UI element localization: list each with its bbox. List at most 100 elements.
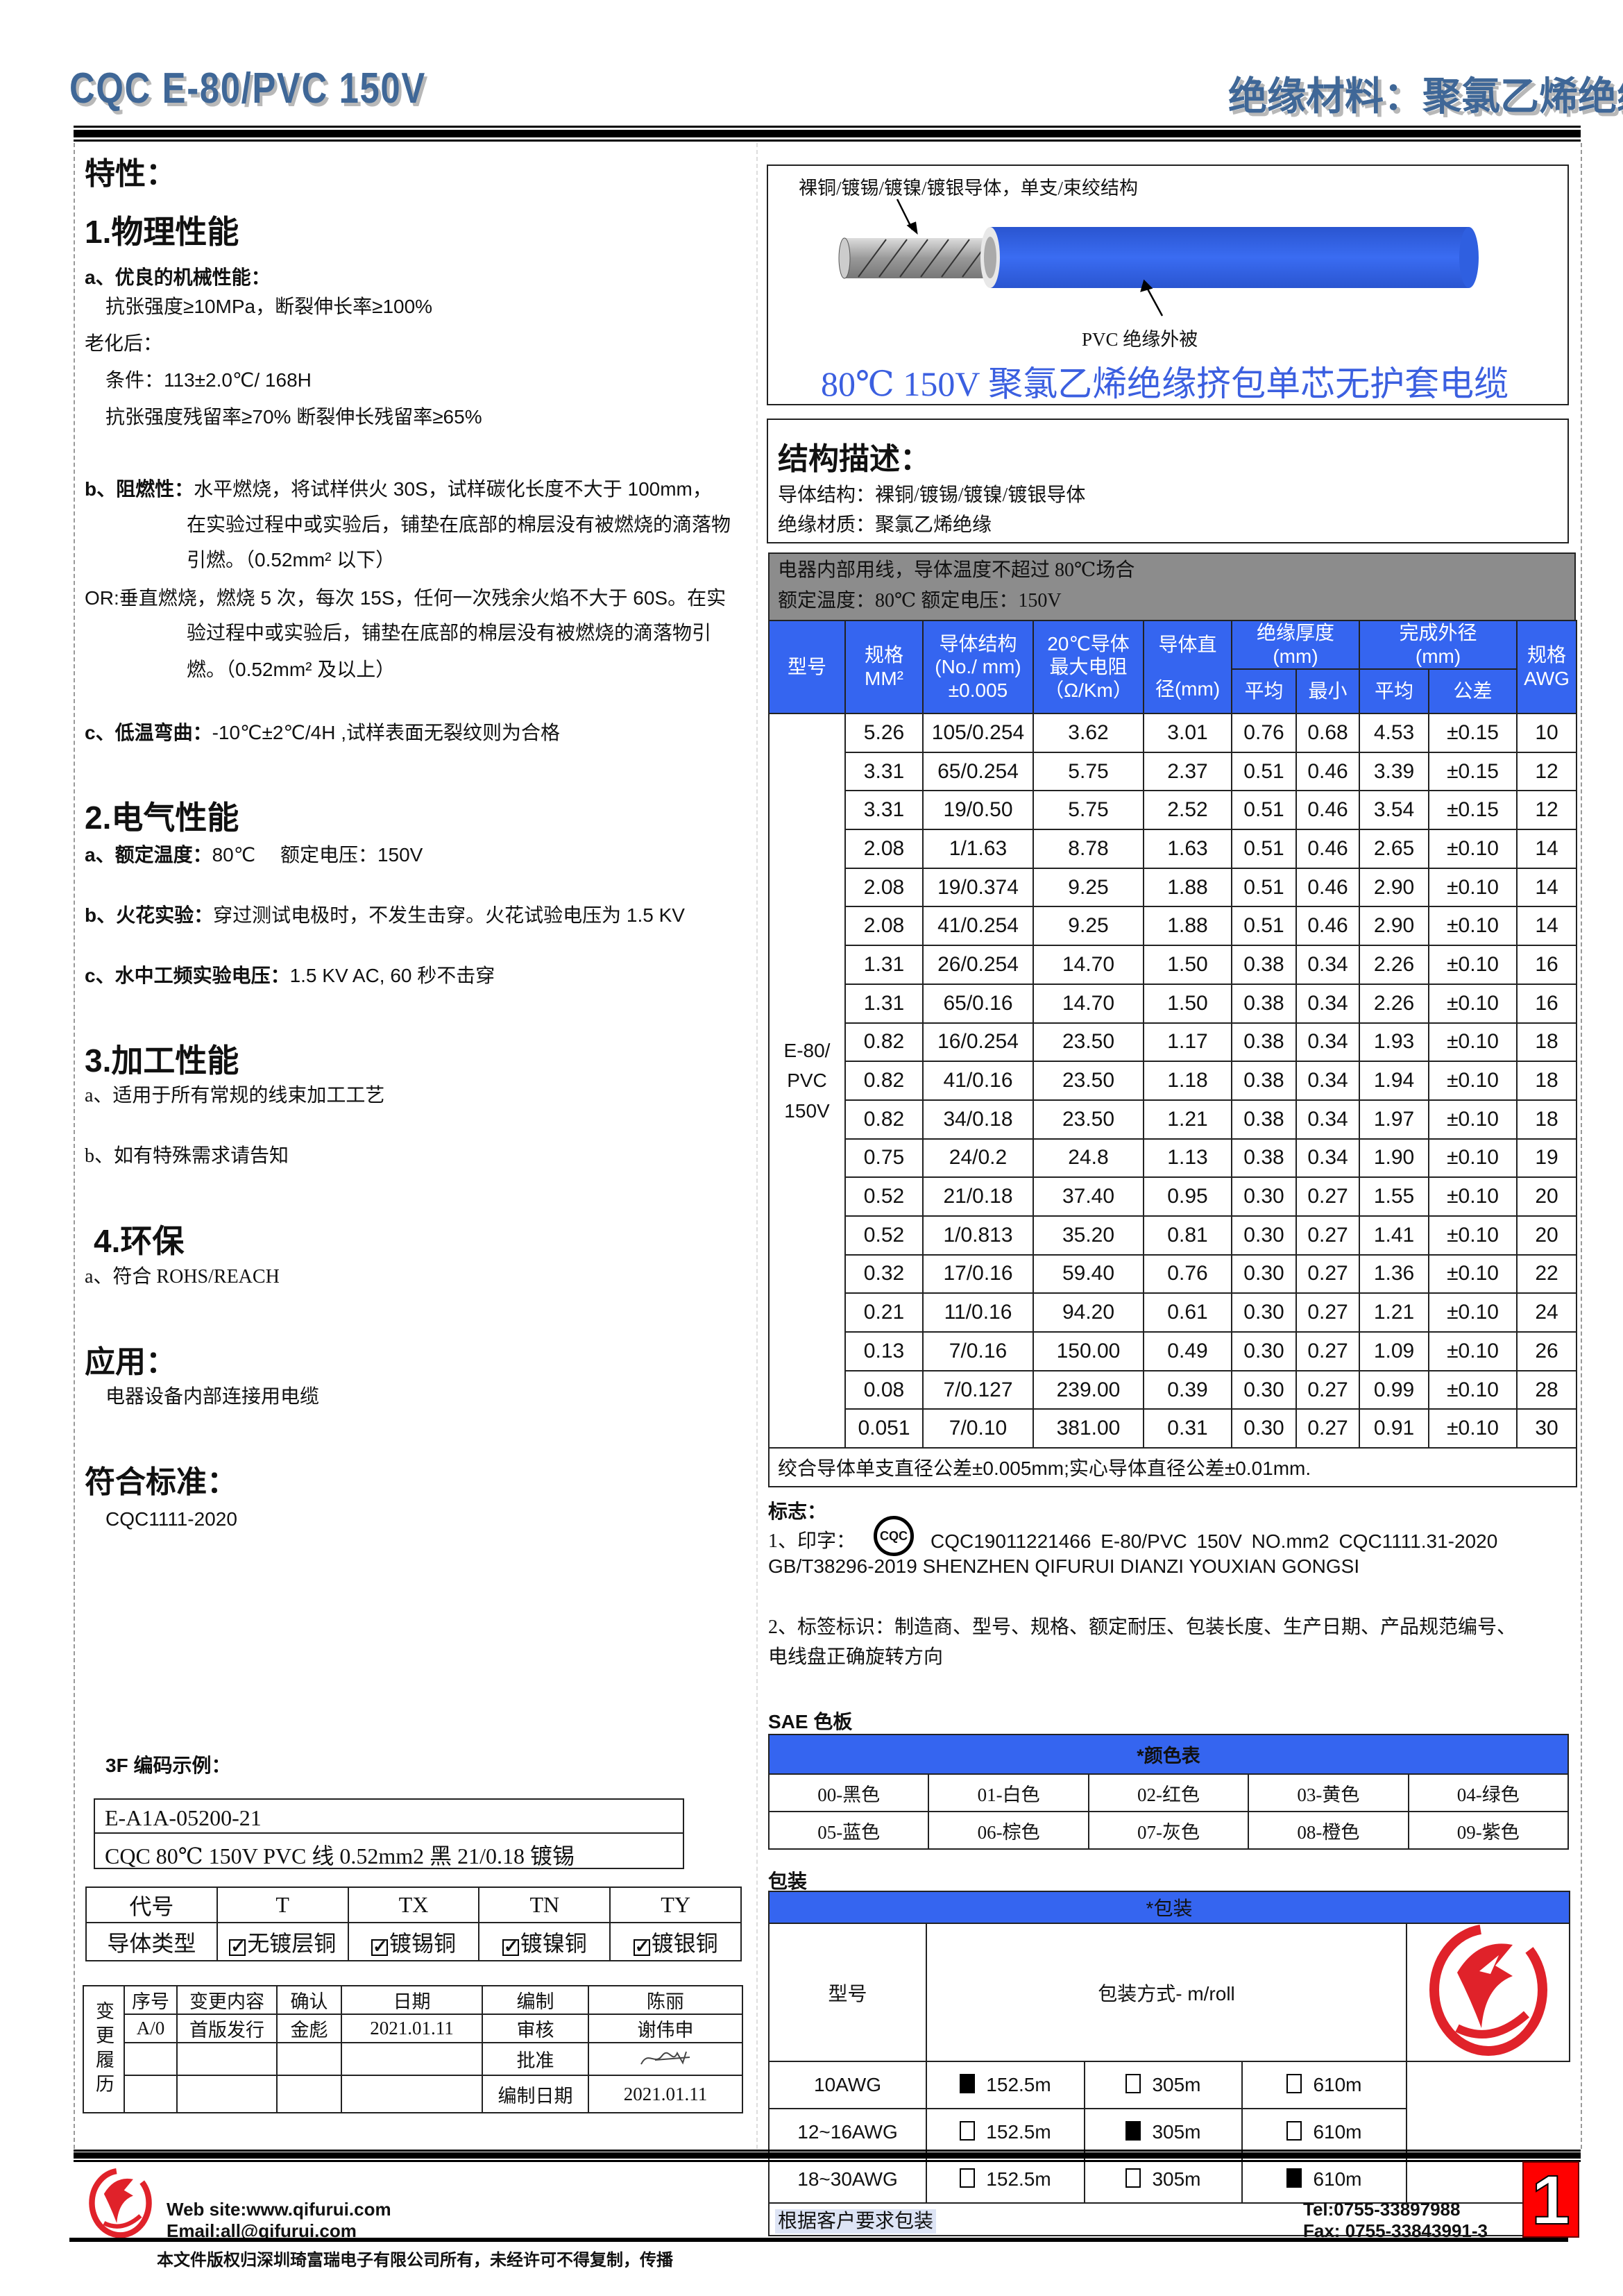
cell-insulation-avg: 0.38 bbox=[1231, 1061, 1297, 1101]
aging-condition: 条件：113±2.0℃/ 168H bbox=[105, 369, 312, 391]
cell-insulation-min: 0.34 bbox=[1295, 983, 1361, 1024]
application-heading: 应用： bbox=[85, 1345, 176, 1379]
insulation-label: PVC 绝缘外被 bbox=[1082, 329, 1198, 350]
cell-outer-tol: ±0.10 bbox=[1428, 1292, 1518, 1333]
cell-diameter: 3.01 bbox=[1143, 713, 1232, 753]
packaging-option: 152.5m bbox=[926, 2061, 1085, 2109]
packaging-model-label: 型号 bbox=[768, 1923, 927, 2062]
packaging-note: 根据客户要求包装 bbox=[775, 2209, 937, 2234]
insulation-material-title: 绝缘材料：聚氯乙烯绝缘 bbox=[1228, 74, 1623, 118]
water-voltage-text: 1.5 KV AC, 60 秒不击穿 bbox=[289, 965, 495, 986]
physical-heading: 1.物理性能 bbox=[85, 214, 239, 250]
structure-insulation: 绝缘材质：聚氯乙烯绝缘 bbox=[778, 514, 992, 536]
packaging-length: 152.5m bbox=[986, 2121, 1051, 2143]
retention-text: 抗张强度残留率≥70% 断裂伸长残留率≥65% bbox=[105, 406, 482, 428]
cell-outer-avg: 0.99 bbox=[1359, 1369, 1430, 1410]
cell-outer-avg: 1.94 bbox=[1359, 1061, 1430, 1101]
checkbox-empty-icon bbox=[1125, 2168, 1141, 2188]
checkbox-empty-icon bbox=[1125, 2074, 1141, 2093]
cell-awg: 12 bbox=[1516, 751, 1578, 792]
packaging-row: 12~16AWG 152.5m 305m 610m bbox=[768, 2108, 1570, 2156]
model-cell: E-80/ PVC 150V bbox=[768, 712, 846, 1449]
footer-website[interactable]: Web site:www.qifurui.com bbox=[167, 2199, 391, 2220]
spec-note-2: 额定温度：80℃ 额定电压：150V bbox=[778, 590, 1062, 611]
cell-size: 0.08 bbox=[844, 1369, 924, 1410]
conductor-type-table: 代号 T TX TN TY 导体类型 ✓无镀层铜 ✓镀锡铜 ✓镀镍铜 ✓镀银铜 bbox=[85, 1886, 742, 1961]
cell-size: 0.21 bbox=[844, 1292, 924, 1333]
copyright-notice: 本文件版权归深圳琦富瑞电子有限公司所有，未经许可不得复制，传播 bbox=[157, 2251, 673, 2270]
cell-insulation-min: 0.46 bbox=[1295, 906, 1361, 947]
print-text: CQC19011221466 E-80/PVC 150V NO.mm2 CQC1… bbox=[931, 1530, 1498, 1552]
cable-title: 80℃ 150V 聚氯乙烯绝缘挤包单芯无护套电缆 bbox=[821, 364, 1509, 403]
page-number: 1 bbox=[1522, 2161, 1579, 2238]
cell-outer-avg: 1.93 bbox=[1359, 1022, 1430, 1063]
cell-awg: 28 bbox=[1516, 1369, 1578, 1410]
cell-size: 2.08 bbox=[844, 867, 924, 908]
cell-insulation-min: 0.46 bbox=[1295, 867, 1361, 908]
approval-signature bbox=[588, 2042, 743, 2076]
checkbox-empty-icon bbox=[960, 2168, 976, 2188]
cell-awg: 22 bbox=[1516, 1253, 1578, 1294]
cell-resistance: 9.25 bbox=[1033, 906, 1144, 947]
cell-resistance: 23.50 bbox=[1033, 1099, 1144, 1140]
cell-diameter: 1.63 bbox=[1143, 829, 1232, 869]
cell-awg: 19 bbox=[1516, 1138, 1578, 1179]
cell-diameter: 0.76 bbox=[1143, 1253, 1232, 1294]
checkbox-empty-icon bbox=[1286, 2121, 1302, 2141]
cqc-mark-icon: CQC bbox=[874, 1516, 915, 1556]
cell-awg: 14 bbox=[1516, 906, 1578, 947]
cell-insulation-avg: 0.30 bbox=[1231, 1369, 1297, 1410]
spark-test-text: 穿过测试电极时，不发生击穿。火花试验电压为 1.5 KV bbox=[213, 904, 685, 926]
spec-row: 1.31 26/0.254 14.70 1.50 0.38 0.34 2.26 ±0.10 16 bbox=[769, 945, 1578, 985]
cell-diameter: 1.50 bbox=[1143, 983, 1232, 1024]
packaging-length: 610m bbox=[1313, 2074, 1362, 2095]
checkbox-checked-icon: ✓ bbox=[229, 1936, 246, 1957]
cell-insulation-avg: 0.30 bbox=[1231, 1331, 1297, 1371]
col-outer-tol: 公差 bbox=[1428, 668, 1518, 714]
conductor-strands-icon bbox=[838, 237, 1003, 279]
cell-resistance: 35.20 bbox=[1033, 1215, 1144, 1256]
cell-outer-tol: ±0.10 bbox=[1428, 1138, 1518, 1179]
code-example-code: E-A1A-05200-21 bbox=[105, 1805, 262, 1830]
code-example-box: E-A1A-05200-21 CQC 80℃ 150V PVC 线 0.52mm… bbox=[94, 1798, 684, 1869]
cell-size: 0.82 bbox=[844, 1022, 924, 1063]
standard-heading: 符合标准： bbox=[85, 1465, 237, 1499]
checkbox-checked-icon: ✓ bbox=[633, 1936, 650, 1957]
packaging-option: 305m bbox=[1084, 2155, 1243, 2204]
cell-insulation-avg: 0.76 bbox=[1231, 713, 1297, 753]
cell-insulation-avg: 0.38 bbox=[1231, 1138, 1297, 1179]
cell-structure: 41/0.254 bbox=[922, 906, 1034, 947]
vertical-flame-text-3: 燃。（0.52mm² 及以上） bbox=[187, 659, 396, 680]
packaging-length: 152.5m bbox=[986, 2168, 1051, 2190]
color-item: 08-橙色 bbox=[1248, 1811, 1409, 1850]
cell-insulation-min: 0.34 bbox=[1295, 1099, 1361, 1140]
color-item: 03-黄色 bbox=[1248, 1773, 1409, 1812]
checkbox-filled-icon bbox=[1125, 2121, 1141, 2141]
color-item: 02-红色 bbox=[1087, 1773, 1250, 1812]
flame-text: 水平燃烧，将试样供火 30S，试样碳化长度不大于 100mm， bbox=[194, 478, 712, 500]
history-header-content: 变更内容 bbox=[176, 1985, 278, 2015]
type-tn: ✓镀镍铜 bbox=[478, 1922, 611, 1961]
packaging-heading: 包装 bbox=[768, 1871, 808, 1892]
cell-insulation-min: 0.34 bbox=[1295, 1061, 1361, 1101]
checkbox-empty-icon bbox=[960, 2121, 976, 2141]
spec-note-1: 电器内部用线，导体温度不超过 80℃场合 bbox=[778, 559, 1135, 581]
signoff-label-2: 批准 bbox=[482, 2042, 589, 2076]
spec-row: 1.31 65/0.16 14.70 1.50 0.38 0.34 2.26 ±0.10 16 bbox=[769, 983, 1578, 1024]
cell-size: 0.75 bbox=[844, 1138, 924, 1179]
cell-outer-tol: ±0.10 bbox=[1428, 1253, 1518, 1294]
cell-diameter: 1.88 bbox=[1143, 867, 1232, 908]
processing-heading: 3.加工性能 bbox=[85, 1043, 239, 1079]
col-resistance: 20℃导体 最大电阻 （Ω/Km） bbox=[1033, 620, 1144, 714]
electrical-heading: 2.电气性能 bbox=[85, 800, 239, 836]
cell-outer-avg: 1.55 bbox=[1359, 1176, 1430, 1217]
cell-outer-tol: ±0.10 bbox=[1428, 1099, 1518, 1140]
cell-structure: 7/0.10 bbox=[922, 1408, 1034, 1449]
packaging-option: 152.5m bbox=[926, 2155, 1085, 2204]
cell-resistance: 239.00 bbox=[1033, 1369, 1144, 1410]
cell-insulation-avg: 0.38 bbox=[1231, 983, 1297, 1024]
packaging-row: 18~30AWG 152.5m 305m 610m bbox=[768, 2155, 1570, 2204]
cell-outer-tol: ±0.10 bbox=[1428, 1022, 1518, 1063]
cell-structure: 105/0.254 bbox=[922, 713, 1034, 753]
cell-outer-avg: 2.90 bbox=[1359, 906, 1430, 947]
